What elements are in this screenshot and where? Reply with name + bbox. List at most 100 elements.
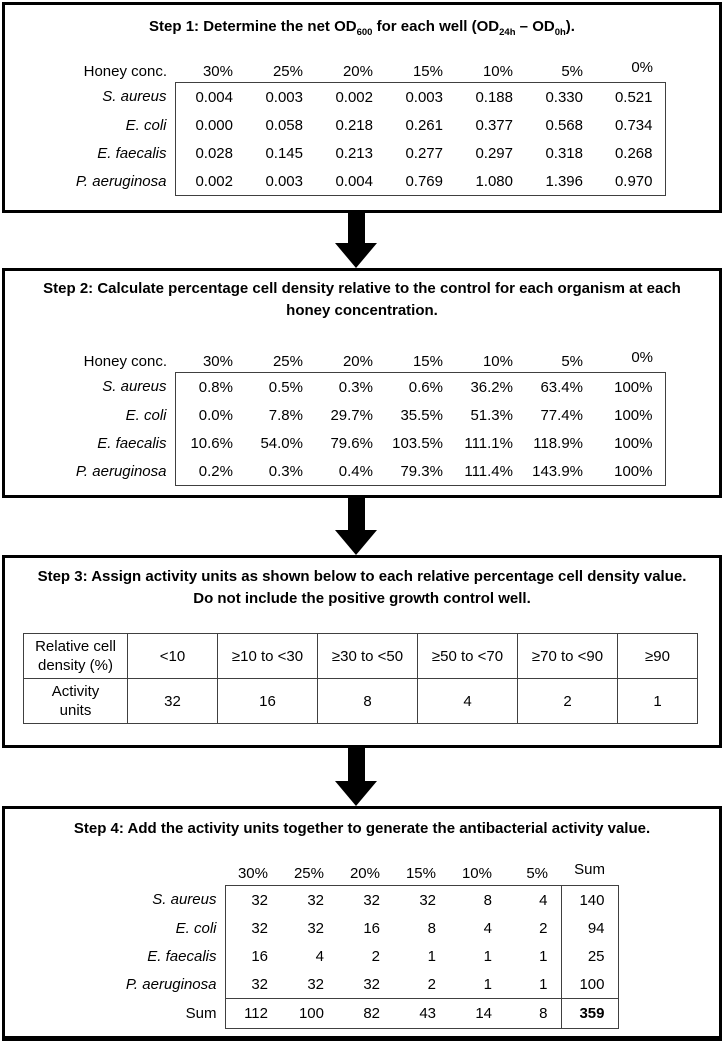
step4-header-row: 30% 25% 20% 15% 10% 5% Sum	[75, 861, 618, 886]
value-cell: 36.2%	[455, 372, 525, 401]
value-cell: 4	[483, 919, 492, 937]
range-cell: ≥70 to <90	[517, 633, 618, 679]
organism-label: P. aeruginosa	[75, 172, 167, 190]
col-header: 10%	[482, 62, 513, 80]
col-header: 30%	[202, 62, 233, 80]
value-cell: 2	[539, 919, 548, 937]
step2-title: Step 2: Calculate percentage cell densit…	[5, 278, 719, 322]
value-cell: 0.3%	[315, 372, 385, 401]
range-row: Relative cell density (%) <10 ≥10 to <30…	[23, 633, 698, 679]
value-cell: 0.734	[595, 111, 666, 139]
value-cell: 0.028	[174, 139, 245, 167]
value-cell: 8	[449, 885, 505, 914]
value-cell: 7.8%	[268, 406, 303, 424]
sum-cell: 25	[560, 942, 619, 970]
value-cell: 0.277	[405, 144, 443, 162]
value-cell: 0.004	[174, 82, 245, 111]
sum-cell: 140	[560, 885, 619, 914]
units-cell: 16	[217, 678, 318, 724]
down-arrow-icon	[335, 748, 377, 806]
step4-title: Step 4: Add the activity units together …	[73, 820, 651, 837]
value-cell: 0.521	[595, 82, 666, 111]
value-cell: 100%	[595, 457, 666, 486]
value-cell: 1	[483, 975, 492, 993]
value-cell: 0.318	[545, 144, 583, 162]
corner-label: Honey conc.	[83, 352, 167, 370]
organism-label: E. coli	[125, 116, 167, 134]
value-cell: 1	[483, 947, 492, 965]
value-cell: 0.377	[475, 116, 513, 134]
step3-title: Step 3: Assign activity units as shown b…	[5, 566, 719, 610]
value-cell: 51.3%	[470, 406, 513, 424]
value-cell: 16	[363, 919, 380, 937]
value-cell: 32	[393, 885, 449, 914]
value-cell: 0.4%	[315, 457, 385, 486]
value-cell: 77.4%	[540, 406, 583, 424]
units-cell: 32	[127, 678, 218, 724]
units-cell: 8	[317, 678, 418, 724]
value-cell: 0.003	[385, 82, 455, 111]
col-header: 10%	[461, 865, 492, 882]
value-cell: 8	[427, 919, 436, 937]
col-header: 25%	[272, 352, 303, 370]
value-cell: 100%	[595, 429, 666, 457]
step1-table: Honey conc. 30% 25% 20% 15% 10% 5% 0% S.…	[75, 58, 666, 196]
step3-title-line1: Step 3: Assign activity units as shown b…	[37, 568, 687, 585]
sum-cell: 94	[560, 914, 619, 942]
sum-row: Sum 112 100 82 43 14 8 359	[75, 998, 619, 1029]
value-cell: 10.6%	[174, 429, 245, 457]
value-cell: 32	[363, 975, 380, 993]
col-header: 5%	[561, 62, 583, 80]
units-row-label: Activity units	[23, 678, 128, 724]
sum-col-header: Sum	[574, 861, 605, 878]
value-cell: 0.8%	[174, 372, 245, 401]
col-header: 20%	[342, 62, 373, 80]
value-cell: 100%	[595, 401, 666, 429]
value-cell: 79.6%	[330, 434, 373, 452]
value-cell: 2	[427, 975, 436, 993]
table-row: S. aureus 32 32 32 32 8 4 140	[75, 885, 619, 914]
value-cell: 0.002	[174, 167, 245, 196]
col-header: 0%	[631, 58, 653, 76]
value-cell: 0.213	[335, 144, 373, 162]
table-row: E. faecalis 16 4 2 1 1 1 25	[75, 942, 619, 970]
value-cell: 4	[315, 947, 324, 965]
step4-box: Step 4: Add the activity units together …	[2, 806, 722, 1041]
value-cell: 1	[539, 975, 548, 993]
value-cell: 32	[224, 970, 281, 999]
value-cell: 2	[371, 947, 380, 965]
col-header: 5%	[526, 865, 548, 882]
value-cell: 4	[505, 885, 561, 914]
range-cell: ≥50 to <70	[417, 633, 518, 679]
subscript-24h: 24h	[499, 27, 516, 38]
col-header: 10%	[482, 352, 513, 370]
col-header: 30%	[202, 352, 233, 370]
units-cell: 4	[417, 678, 518, 724]
value-cell: 111.4%	[455, 457, 525, 486]
value-cell: 1	[427, 947, 436, 965]
col-header: 30%	[237, 865, 268, 882]
value-cell: 1.396	[525, 167, 595, 196]
value-cell: 100%	[595, 372, 666, 401]
organism-label: P. aeruginosa	[125, 975, 217, 993]
value-cell: 32	[307, 975, 324, 993]
step1-box: Step 1: Determine the net OD600 for each…	[2, 2, 722, 213]
range-cell: <10	[127, 633, 218, 679]
organism-label: E. faecalis	[97, 434, 167, 452]
range-row-label: Relative cell density (%)	[23, 633, 128, 679]
value-cell: 79.3%	[385, 457, 455, 486]
value-cell: 0.330	[525, 82, 595, 111]
step1-header-row: Honey conc. 30% 25% 20% 15% 10% 5% 0%	[75, 58, 665, 83]
value-cell: 0.188	[455, 82, 525, 111]
col-header: 25%	[293, 865, 324, 882]
value-cell: 32	[224, 885, 281, 914]
value-cell: 0.004	[315, 167, 385, 196]
col-header: 20%	[342, 352, 373, 370]
organism-label: E. faecalis	[97, 144, 167, 162]
units-cell: 1	[617, 678, 698, 724]
table-row: E. coli 0.000 0.058 0.218 0.261 0.377 0.…	[75, 111, 666, 139]
value-cell: 35.5%	[400, 406, 443, 424]
step1-title: Step 1: Determine the net OD600 for each…	[149, 18, 575, 38]
value-cell: 63.4%	[525, 372, 595, 401]
value-cell: 143.9%	[525, 457, 595, 486]
